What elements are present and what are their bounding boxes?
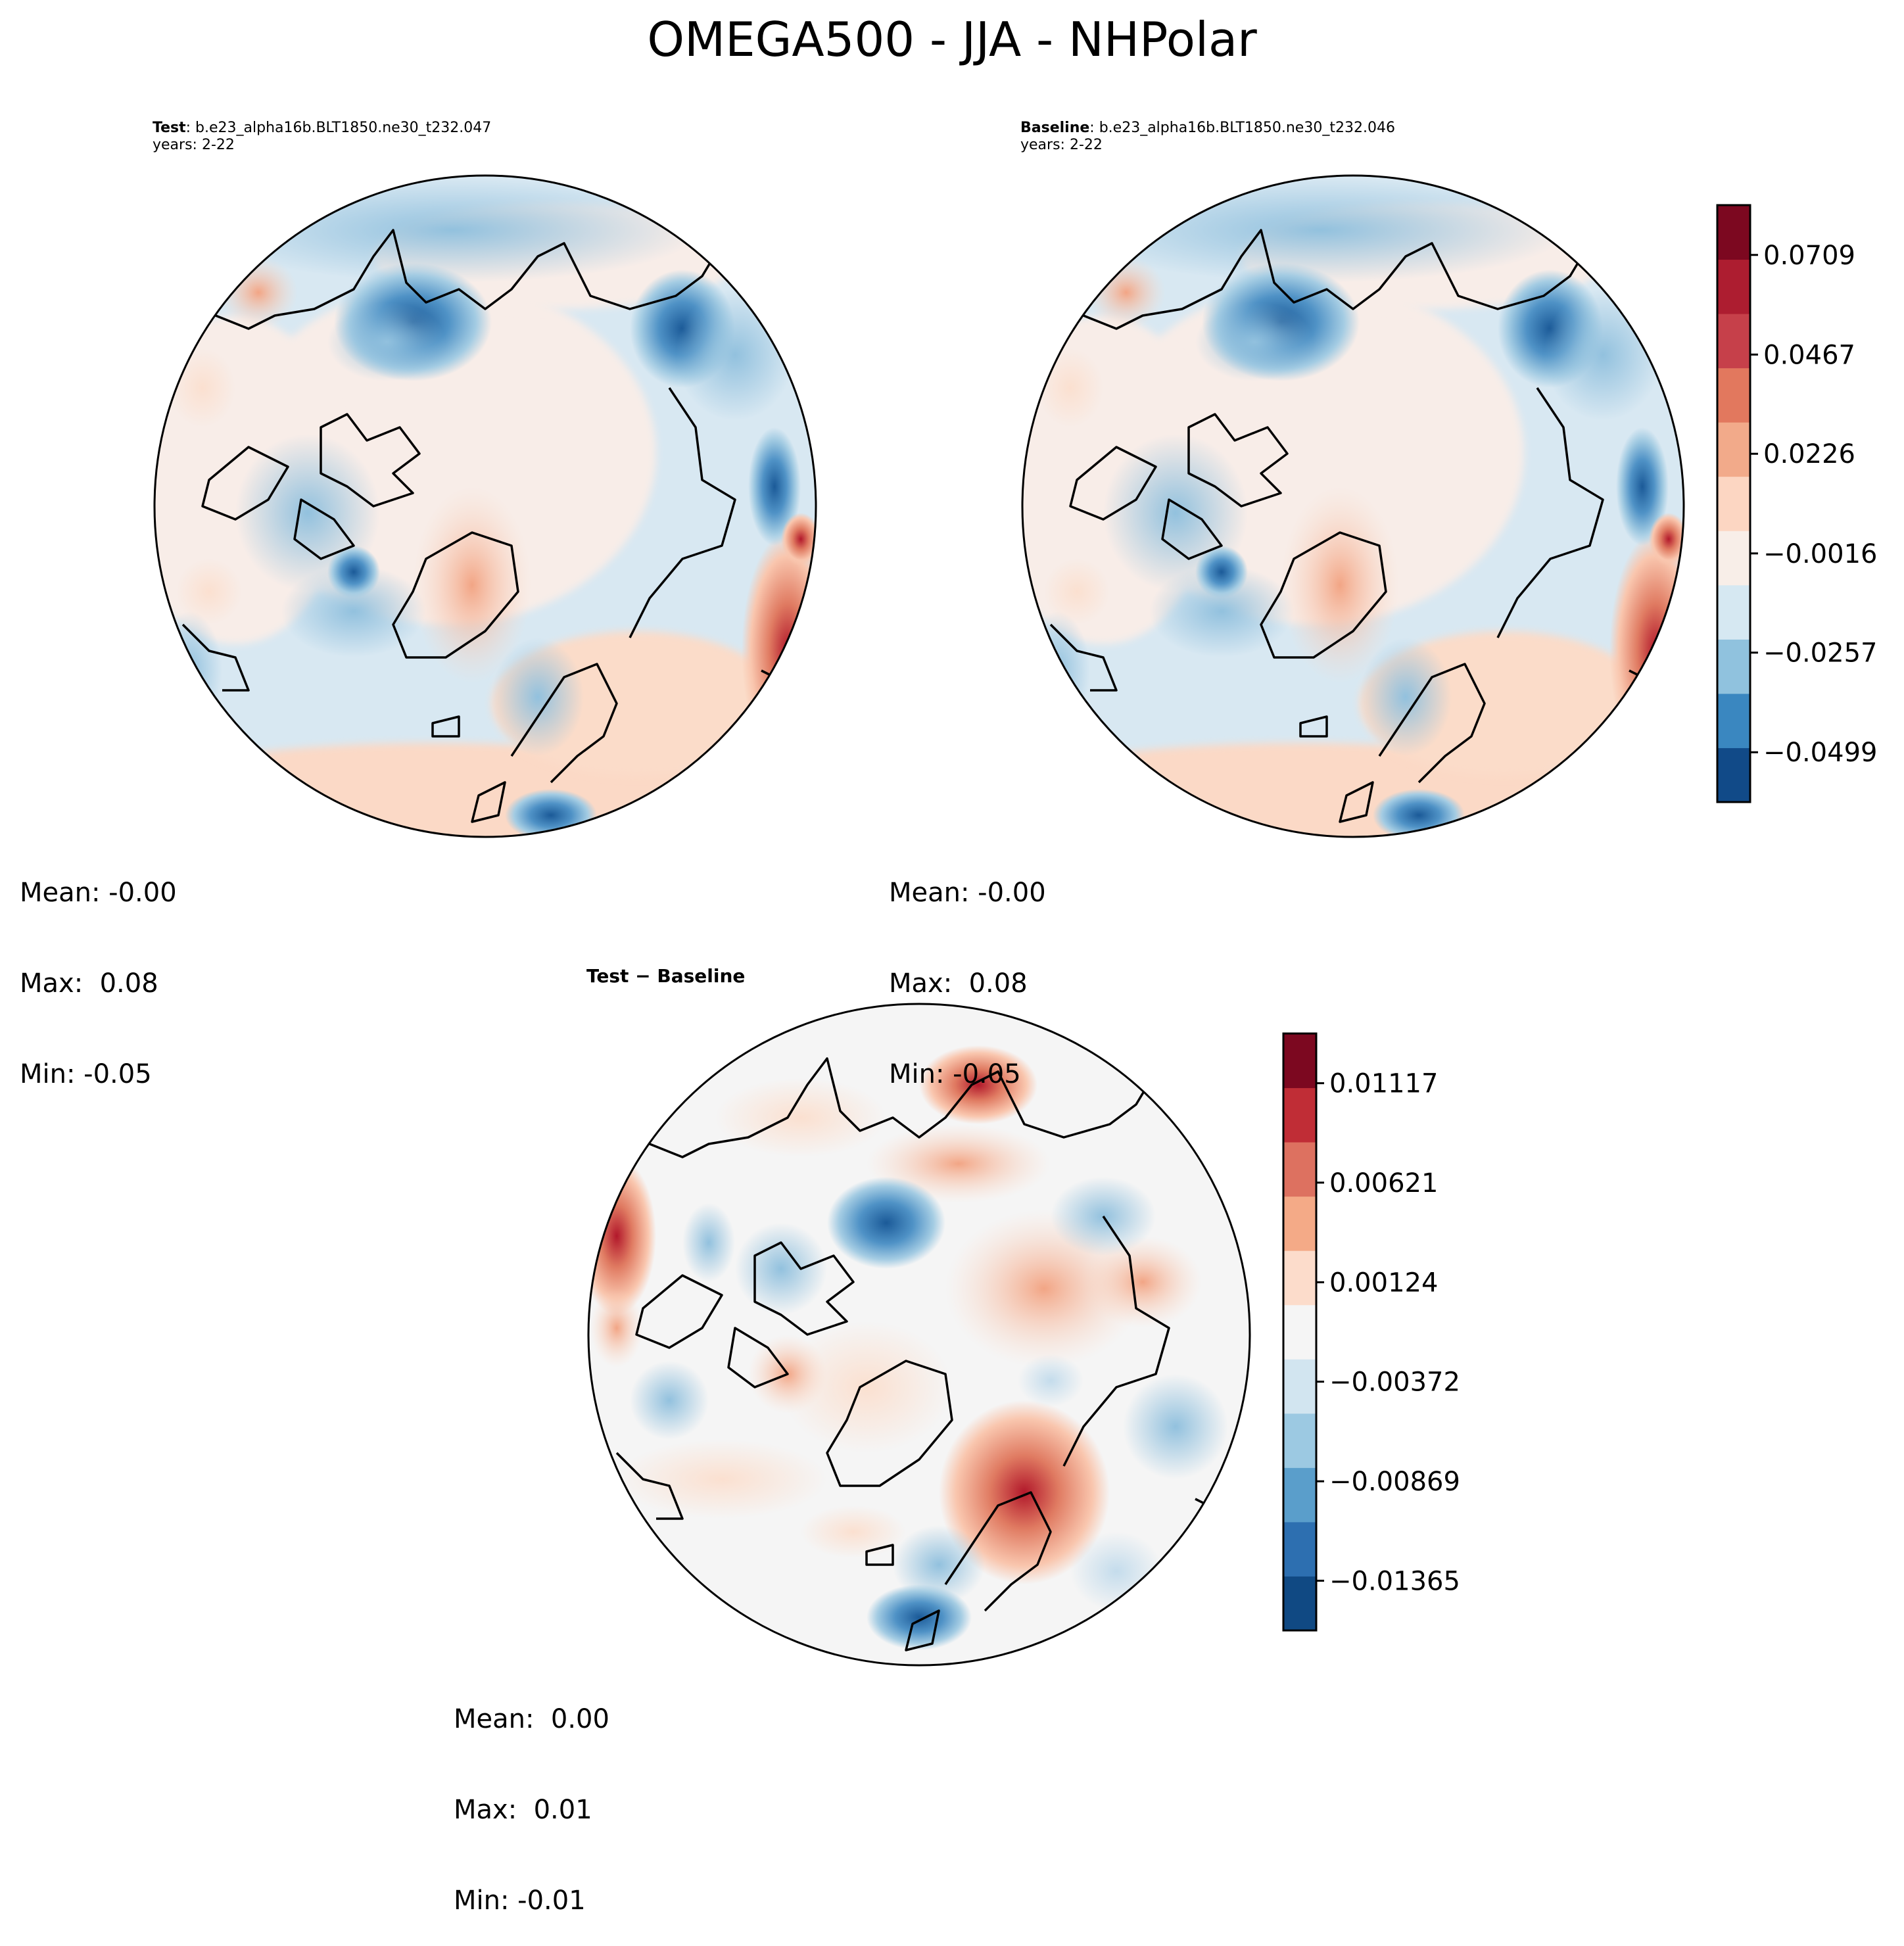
baseline-map [1021, 174, 1685, 838]
diff-colorbar-segment [1283, 1576, 1316, 1631]
test-stat-max: Max: 0.08 [20, 968, 158, 999]
main-colorbar-tick-label: 0.0467 [1763, 340, 1855, 370]
figure-title: OMEGA500 - JJA - NHPolar [647, 12, 1257, 67]
diff-colorbar-tick-label: −0.00869 [1329, 1467, 1460, 1497]
diff-colorbar-segment [1283, 1087, 1316, 1143]
baseline-stats: Mean: -0.00 Max: 0.08 Min: -0.05 [889, 817, 1046, 1120]
baseline-stat-min: Min: -0.05 [889, 1059, 1021, 1089]
main-colorbar-segment [1717, 314, 1750, 369]
diff-colorbar-segment [1283, 1250, 1316, 1306]
diff-stat-mean: Mean: 0.00 [454, 1704, 609, 1734]
diff-colorbar-segment [1283, 1359, 1316, 1414]
baseline-stat-mean: Mean: -0.00 [889, 878, 1046, 908]
diff-colorbar-tick-label: 0.00621 [1329, 1168, 1438, 1198]
main-colorbar-tick-label: −0.0257 [1763, 638, 1877, 669]
main-colorbar-segment [1717, 259, 1750, 314]
test-stat-mean: Mean: -0.00 [20, 878, 177, 908]
diff-colorbar-frame [1282, 1032, 1318, 1632]
test-map [153, 174, 817, 838]
main-colorbar-segment [1717, 531, 1750, 586]
main-colorbar-frame [1716, 204, 1751, 803]
diff-stat-max: Max: 0.01 [454, 1795, 592, 1825]
diff-map [587, 1003, 1251, 1667]
baseline-years: years: 2-22 [1020, 137, 1103, 153]
diff-colorbar: −0.01365 −0.00869 −0.00372 0.00124 0.00621 0.… [1282, 1032, 1460, 1632]
test-label: Test [153, 120, 186, 136]
baseline-panel-header: Baseline: b.e23_alpha16b.BLT1850.ne30_t2… [1020, 120, 1395, 154]
main-colorbar-tick-label: −0.0499 [1763, 738, 1877, 768]
main-colorbar-tick-label: −0.0016 [1763, 539, 1877, 569]
baseline-case-name: : b.e23_alpha16b.BLT1850.ne30_t232.046 [1089, 120, 1395, 136]
diff-colorbar-segment [1283, 1304, 1316, 1360]
diff-colorbar-tick-label: −0.00372 [1329, 1367, 1460, 1398]
diff-colorbar-segment [1283, 1521, 1316, 1577]
main-colorbar-segment [1717, 476, 1750, 531]
main-colorbar-segment [1717, 748, 1750, 803]
main-colorbar-tick-label: 0.0226 [1763, 439, 1855, 469]
test-stat-min: Min: -0.05 [20, 1059, 152, 1089]
diff-panel-title: Test − Baseline [586, 965, 746, 987]
diff-stat-min: Min: -0.01 [454, 1886, 586, 1916]
main-colorbar-segment [1717, 205, 1750, 260]
main-colorbar-segment [1717, 584, 1750, 640]
main-colorbar-tick-label: 0.0709 [1763, 241, 1855, 271]
diff-colorbar-segment [1283, 1467, 1316, 1523]
diff-colorbar-tick-label: 0.01117 [1329, 1069, 1438, 1099]
main-colorbar: −0.0499 −0.0257 −0.0016 0.0226 0.0467 0.0709 [1716, 204, 1877, 803]
main-colorbar-segment [1717, 639, 1750, 694]
test-panel-header: Test: b.e23_alpha16b.BLT1850.ne30_t232.0… [153, 120, 491, 154]
figure-canvas: −0.0499−0.0257−0.00160.02260.04670.0709 … [153, 174, 1877, 1667]
diff-colorbar-segment [1283, 1142, 1316, 1197]
main-colorbar-segment [1717, 422, 1750, 477]
diff-stats: Mean: 0.00 Max: 0.01 Min: -0.01 [454, 1644, 609, 1946]
baseline-label: Baseline [1020, 120, 1090, 136]
diff-colorbar-tick-label: 0.00124 [1329, 1268, 1438, 1298]
diff-colorbar-segment [1283, 1413, 1316, 1468]
test-case-name: : b.e23_alpha16b.BLT1850.ne30_t232.047 [185, 120, 492, 136]
main-colorbar-segment [1717, 368, 1750, 423]
diff-colorbar-segment [1283, 1196, 1316, 1251]
test-years: years: 2-22 [153, 137, 235, 153]
test-stats: Mean: -0.00 Max: 0.08 Min: -0.05 [20, 817, 177, 1120]
baseline-stat-max: Max: 0.08 [889, 968, 1028, 999]
diff-colorbar-tick-label: −0.01365 [1329, 1566, 1460, 1596]
diff-colorbar-segment [1283, 1033, 1316, 1089]
main-colorbar-segment [1717, 693, 1750, 748]
